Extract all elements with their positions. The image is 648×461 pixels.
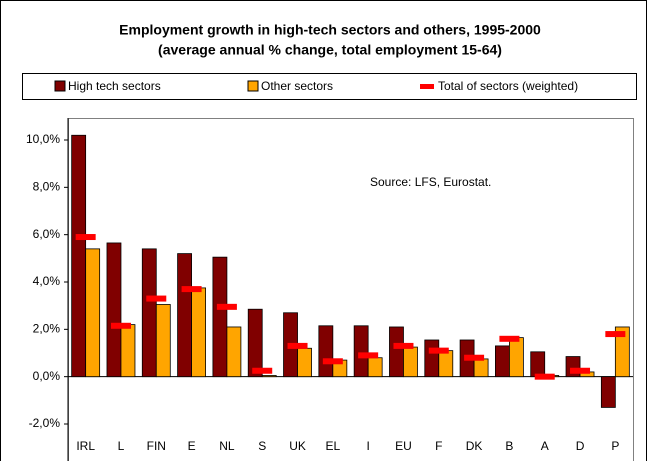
y-tick-label: 2,0%: [33, 322, 61, 336]
legend-label: Total of sectors (weighted): [438, 79, 578, 93]
total-marker: [110, 322, 131, 329]
bar: [247, 308, 263, 378]
bar: [530, 351, 546, 378]
x-tick-label: IRL: [76, 439, 95, 453]
bar: [473, 358, 489, 378]
total-marker: [464, 354, 485, 361]
total-marker: [181, 286, 202, 293]
bar: [212, 256, 228, 378]
x-tick-label: D: [576, 439, 585, 453]
total-marker: [499, 335, 520, 342]
chart-subtitle: (average annual % change, total employme…: [158, 42, 502, 58]
y-tick-label: 6,0%: [33, 227, 61, 241]
bar: [297, 347, 312, 378]
y-tick-label: 10,0%: [26, 132, 60, 146]
x-tick-label: S: [258, 439, 266, 453]
total-marker: [570, 367, 591, 374]
bar: [191, 287, 206, 378]
bar: [509, 337, 524, 378]
bar: [120, 324, 136, 378]
y-tick-label: 4,0%: [33, 274, 61, 288]
bar: [318, 325, 334, 378]
bar: [614, 326, 630, 378]
annotation: Source: LFS, Eurostat.: [370, 175, 491, 189]
x-tick-label: UK: [289, 439, 306, 453]
bar: [226, 326, 242, 378]
x-tick-label: NL: [219, 439, 235, 453]
bar: [438, 350, 454, 378]
plot-area: [68, 118, 634, 461]
bar: [177, 253, 192, 378]
bar: [389, 326, 404, 378]
legend-swatch: [420, 84, 434, 89]
total-marker: [358, 352, 379, 359]
total-marker: [428, 347, 449, 354]
y-tick-label: -2,0%: [29, 416, 61, 430]
total-marker: [605, 331, 626, 338]
bar: [353, 325, 369, 378]
legend-swatch: [54, 80, 66, 92]
x-tick-label: EL: [326, 439, 341, 453]
bar: [71, 134, 87, 378]
total-marker: [216, 303, 237, 310]
legend-label: High tech sectors: [68, 79, 161, 93]
x-tick-label: B: [505, 439, 513, 453]
bar: [495, 345, 510, 378]
total-marker: [393, 342, 414, 349]
y-tick-label: 0,0%: [33, 369, 61, 383]
bar: [261, 375, 277, 378]
bar: [600, 376, 616, 408]
chart-title: Employment growth in high-tech sectors a…: [119, 22, 541, 38]
x-tick-label: I: [366, 439, 369, 453]
bar: [85, 248, 101, 378]
x-tick-label: FIN: [147, 439, 166, 453]
x-tick-label: P: [611, 439, 619, 453]
bar: [403, 346, 418, 378]
x-tick-label: A: [541, 439, 549, 453]
bar: [141, 248, 157, 378]
total-marker: [534, 373, 555, 380]
x-tick-label: DK: [466, 439, 483, 453]
bar: [106, 242, 122, 378]
x-tick-label: E: [188, 439, 196, 453]
x-tick-label: F: [435, 439, 442, 453]
legend-label: Other sectors: [261, 79, 333, 93]
y-tick-label: 8,0%: [33, 180, 61, 194]
legend-box: [22, 73, 637, 100]
bar: [367, 357, 383, 378]
x-tick-label: EU: [395, 439, 412, 453]
total-marker: [146, 295, 167, 302]
bar: [424, 339, 440, 378]
total-marker: [252, 367, 273, 374]
x-tick-label: L: [118, 439, 125, 453]
total-marker: [322, 358, 343, 365]
total-marker: [75, 234, 96, 241]
bar: [155, 304, 171, 378]
legend-swatch: [247, 80, 259, 92]
total-marker: [287, 342, 308, 349]
